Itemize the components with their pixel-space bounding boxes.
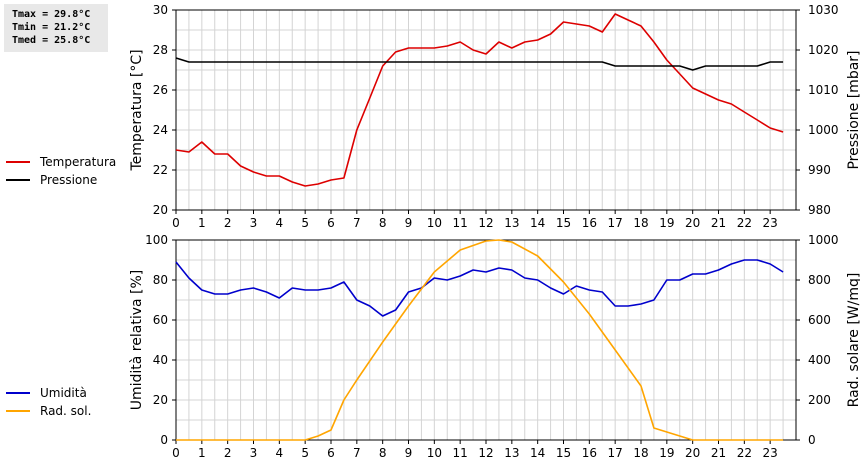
y-tick-label: 24 bbox=[153, 123, 168, 137]
y-tick-label: 30 bbox=[153, 3, 168, 17]
x-tick-label: 21 bbox=[711, 446, 726, 460]
x-tick-label: 17 bbox=[608, 216, 623, 230]
x-tick-label: 7 bbox=[353, 446, 361, 460]
stat-tmed: Tmed = 25.8°C bbox=[12, 35, 91, 46]
series-line-pressione bbox=[175, 57, 784, 71]
legend-top: Temperatura Pressione bbox=[6, 153, 116, 189]
y-tick-label: 28 bbox=[153, 43, 168, 57]
legend-label: Pressione bbox=[40, 173, 98, 187]
x-tick-label: 0 bbox=[172, 216, 180, 230]
x-tick-label: 12 bbox=[478, 446, 493, 460]
x-tick-label: 4 bbox=[276, 446, 284, 460]
y2-tick-label: 0 bbox=[808, 433, 816, 447]
x-tick-label: 11 bbox=[453, 446, 468, 460]
x-tick-label: 5 bbox=[301, 216, 309, 230]
y2-tick-label: 1000 bbox=[808, 123, 839, 137]
y2-tick-label: 400 bbox=[808, 353, 831, 367]
series-line-temperatura bbox=[175, 13, 784, 187]
x-tick-label: 21 bbox=[711, 216, 726, 230]
y-tick-label: 80 bbox=[153, 273, 168, 287]
legend-swatch bbox=[6, 161, 30, 163]
x-tick-label: 2 bbox=[224, 446, 232, 460]
y-tick-label: 22 bbox=[153, 163, 168, 177]
series-line-umidit bbox=[175, 259, 784, 317]
x-tick-label: 23 bbox=[763, 446, 778, 460]
y2-tick-label: 980 bbox=[808, 203, 831, 217]
series-line-rad-sol bbox=[176, 239, 784, 441]
y2-axis-label-top: Pressione [mbar] bbox=[846, 50, 860, 169]
x-tick-label: 11 bbox=[453, 216, 468, 230]
y-tick-label: 0 bbox=[160, 433, 168, 447]
x-tick-label: 7 bbox=[353, 216, 361, 230]
y2-tick-label: 600 bbox=[808, 313, 831, 327]
y-tick-label: 40 bbox=[153, 353, 168, 367]
x-tick-label: 22 bbox=[737, 216, 752, 230]
y2-tick-label: 200 bbox=[808, 393, 831, 407]
legend-item-umidita: Umidità bbox=[6, 384, 91, 402]
x-tick-label: 20 bbox=[685, 446, 700, 460]
x-tick-label: 15 bbox=[556, 216, 571, 230]
x-tick-label: 9 bbox=[405, 216, 413, 230]
x-tick-label: 1 bbox=[198, 216, 206, 230]
legend-item-pressione: Pressione bbox=[6, 171, 116, 189]
x-tick-label: 4 bbox=[276, 216, 284, 230]
y-tick-label: 26 bbox=[153, 83, 168, 97]
y2-tick-label: 1030 bbox=[808, 3, 839, 17]
x-tick-label: 14 bbox=[530, 216, 545, 230]
x-tick-label: 19 bbox=[659, 216, 674, 230]
y2-axis-label-bottom: Rad. solare [W/mq] bbox=[846, 273, 860, 408]
x-tick-label: 10 bbox=[427, 216, 442, 230]
stat-tmin: Tmin = 21.2°C bbox=[12, 22, 91, 33]
x-tick-label: 16 bbox=[582, 446, 597, 460]
legend-swatch bbox=[6, 410, 30, 412]
x-tick-label: 18 bbox=[633, 216, 648, 230]
stats-box: Tmax = 29.8°C Tmin = 21.2°C Tmed = 25.8°… bbox=[4, 4, 108, 52]
y-tick-label: 20 bbox=[153, 203, 168, 217]
x-tick-label: 18 bbox=[633, 446, 648, 460]
y2-tick-label: 1010 bbox=[808, 83, 839, 97]
x-tick-label: 12 bbox=[478, 216, 493, 230]
legend-label: Rad. sol. bbox=[40, 404, 92, 418]
x-tick-label: 16 bbox=[582, 216, 597, 230]
stat-tmax: Tmax = 29.8°C bbox=[12, 9, 91, 20]
y2-tick-label: 1020 bbox=[808, 43, 839, 57]
x-tick-label: 22 bbox=[737, 446, 752, 460]
x-tick-label: 13 bbox=[504, 446, 519, 460]
x-tick-label: 3 bbox=[250, 216, 258, 230]
x-tick-label: 5 bbox=[301, 446, 309, 460]
y-axis-label-bottom: Umidità relativa [%] bbox=[129, 270, 145, 411]
legend-swatch bbox=[6, 392, 30, 394]
y2-tick-label: 800 bbox=[808, 273, 831, 287]
y2-tick-label: 1000 bbox=[808, 233, 839, 247]
legend-label: Umidità bbox=[40, 386, 87, 400]
x-tick-label: 14 bbox=[530, 446, 545, 460]
x-tick-label: 23 bbox=[763, 216, 778, 230]
x-tick-label: 0 bbox=[172, 446, 180, 460]
x-tick-label: 1 bbox=[198, 446, 206, 460]
x-tick-label: 19 bbox=[659, 446, 674, 460]
legend-bottom: Umidità Rad. sol. bbox=[6, 384, 91, 420]
y2-tick-label: 990 bbox=[808, 163, 831, 177]
y-tick-label: 100 bbox=[145, 233, 168, 247]
x-tick-label: 2 bbox=[224, 216, 232, 230]
x-tick-label: 8 bbox=[379, 446, 387, 460]
x-tick-label: 10 bbox=[427, 446, 442, 460]
x-tick-label: 3 bbox=[250, 446, 258, 460]
x-tick-label: 15 bbox=[556, 446, 571, 460]
x-tick-label: 8 bbox=[379, 216, 387, 230]
x-tick-label: 20 bbox=[685, 216, 700, 230]
x-tick-label: 13 bbox=[504, 216, 519, 230]
legend-swatch bbox=[6, 179, 30, 181]
x-tick-label: 17 bbox=[608, 446, 623, 460]
legend-label: Temperatura bbox=[40, 155, 117, 169]
y-tick-label: 60 bbox=[153, 313, 168, 327]
x-tick-label: 9 bbox=[405, 446, 413, 460]
x-tick-label: 6 bbox=[327, 446, 335, 460]
legend-item-rad-sol: Rad. sol. bbox=[6, 402, 91, 420]
x-tick-label: 6 bbox=[327, 216, 335, 230]
y-axis-label-top: Temperatura [°C] bbox=[129, 49, 145, 171]
y-tick-label: 20 bbox=[153, 393, 168, 407]
legend-item-temperatura: Temperatura bbox=[6, 153, 116, 171]
